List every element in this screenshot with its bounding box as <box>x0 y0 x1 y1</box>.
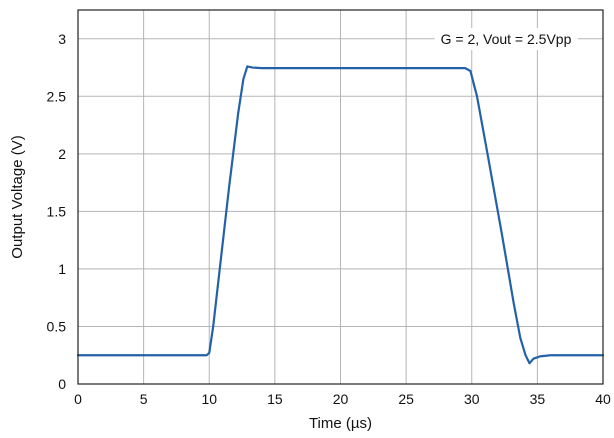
x-axis-title: Time (µs) <box>309 415 372 432</box>
x-tick-label: 30 <box>464 391 480 407</box>
x-tick-label: 20 <box>333 391 349 407</box>
y-tick-label: 1 <box>58 261 66 277</box>
x-tick-label: 0 <box>74 391 82 407</box>
x-tick-label: 25 <box>398 391 414 407</box>
x-tick-label: 40 <box>595 391 611 407</box>
x-tick-label: 10 <box>201 391 217 407</box>
grid <box>78 10 603 384</box>
y-axis-title: Output Voltage (V) <box>9 135 26 258</box>
x-tick-label: 35 <box>530 391 546 407</box>
series-line <box>76 65 605 365</box>
x-tick-label: 15 <box>267 391 283 407</box>
annotation-background <box>434 28 578 50</box>
tick-labels: 0 5 10 15 20 25 30 35 40 0 0.5 1 1.5 2 2.5 3 <box>47 31 611 407</box>
series-layer <box>76 65 605 365</box>
y-tick-label: 0 <box>58 376 66 392</box>
plot-frame <box>77 9 604 385</box>
annotation-label: G = 2, Vout = 2.5Vpp <box>441 31 572 47</box>
y-tick-label: 2 <box>58 146 66 162</box>
y-tick-label: 0.5 <box>47 318 67 334</box>
y-tick-label: 3 <box>58 31 66 47</box>
y-tick-label: 2.5 <box>47 88 67 104</box>
x-tick-label: 5 <box>140 391 148 407</box>
y-tick-label: 1.5 <box>47 203 67 219</box>
